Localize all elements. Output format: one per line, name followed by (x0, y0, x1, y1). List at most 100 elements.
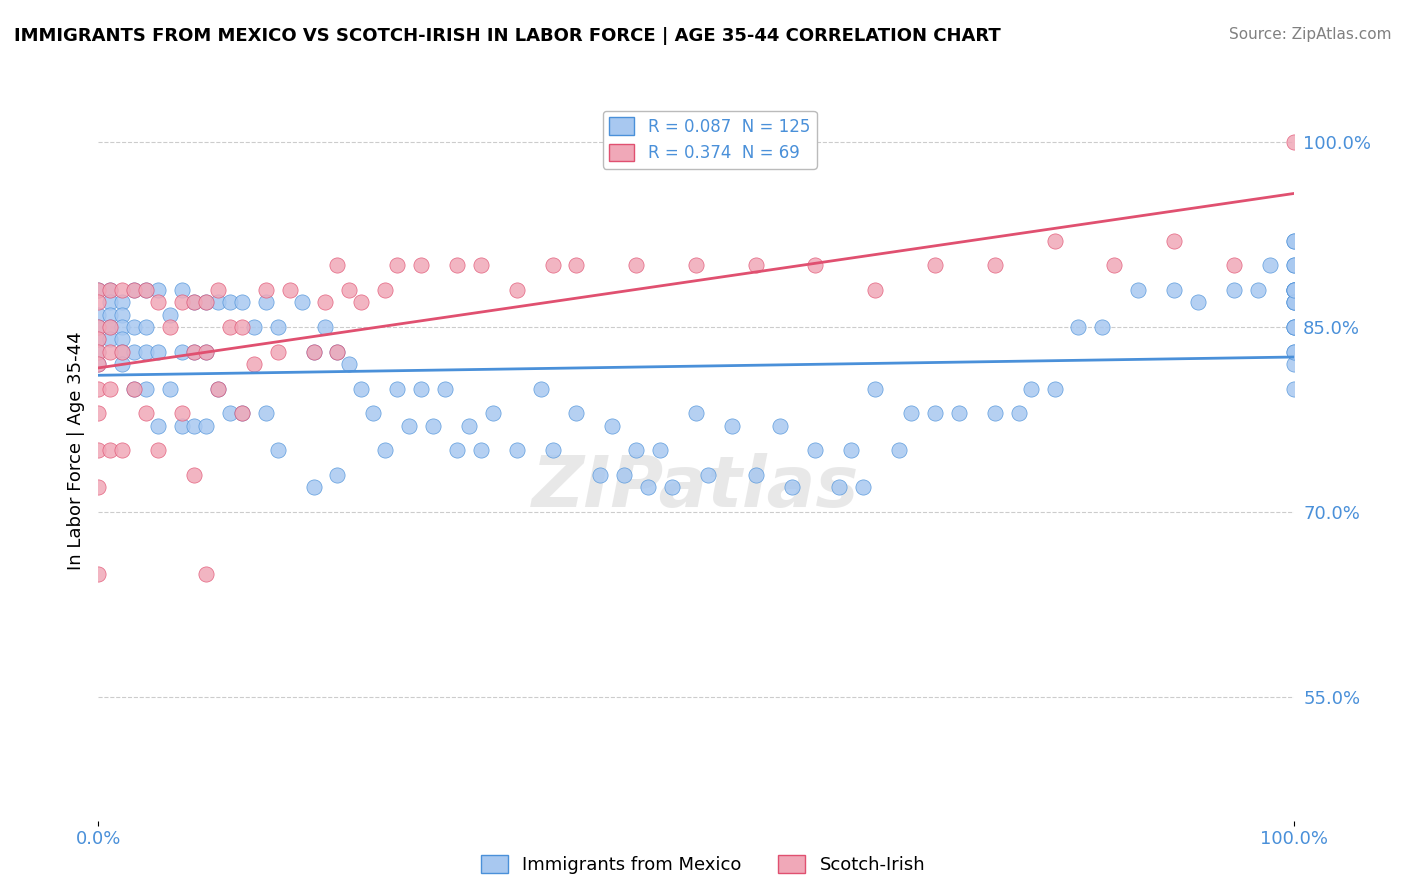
Point (458, 418, 481, 433)
Point (87, 295, 110, 310)
Point (195, 344, 218, 359)
Point (506, 283, 529, 297)
Point (1247, 283, 1270, 297)
Text: ZIPatlas: ZIPatlas (533, 453, 859, 522)
Point (626, 259, 648, 273)
Point (1282, 295, 1305, 310)
Point (1163, 283, 1185, 297)
Point (124, 320, 146, 334)
Point (207, 295, 229, 310)
Point (98, 283, 122, 297)
Point (852, 481, 875, 495)
Point (1282, 135, 1305, 149)
Point (135, 407, 157, 421)
Point (172, 344, 194, 359)
Point (1282, 283, 1305, 297)
Point (98, 295, 122, 310)
Point (87, 344, 110, 359)
Point (1043, 234, 1066, 248)
Point (87, 481, 110, 495)
Point (828, 481, 851, 495)
Point (87, 357, 110, 371)
Point (422, 418, 444, 433)
Point (602, 418, 624, 433)
Point (207, 283, 229, 297)
Point (470, 443, 492, 458)
Text: Source: ZipAtlas.com: Source: ZipAtlas.com (1229, 27, 1392, 42)
Point (231, 295, 253, 310)
Point (1008, 407, 1031, 421)
Point (385, 382, 409, 396)
Point (254, 407, 277, 421)
Point (1019, 382, 1042, 396)
Point (1223, 283, 1246, 297)
Point (1282, 320, 1305, 334)
Point (207, 382, 229, 396)
Point (481, 407, 505, 421)
Point (195, 295, 218, 310)
Point (339, 357, 361, 371)
Point (98, 320, 122, 334)
Point (1104, 259, 1126, 273)
Point (506, 443, 529, 458)
Point (900, 407, 922, 421)
Point (350, 295, 373, 310)
Point (87, 566, 110, 581)
Point (87, 443, 110, 458)
Point (87, 308, 110, 322)
Point (135, 320, 157, 334)
Point (865, 382, 887, 396)
Point (804, 443, 827, 458)
Point (148, 283, 170, 297)
Point (195, 344, 218, 359)
Point (745, 259, 768, 273)
Point (948, 407, 970, 421)
Point (721, 418, 744, 433)
Point (385, 259, 409, 273)
Point (637, 481, 659, 495)
Point (87, 333, 110, 347)
Legend: R = 0.087  N = 125, R = 0.374  N = 69: R = 0.087 N = 125, R = 0.374 N = 69 (603, 111, 817, 169)
Point (470, 259, 492, 273)
Point (98, 283, 122, 297)
Point (87, 382, 110, 396)
Point (1282, 382, 1305, 396)
Point (243, 357, 266, 371)
Point (98, 333, 122, 347)
Point (302, 344, 325, 359)
Point (1163, 234, 1185, 248)
Point (98, 320, 122, 334)
Point (135, 283, 157, 297)
Point (434, 382, 457, 396)
Point (98, 382, 122, 396)
Point (111, 320, 134, 334)
Point (302, 481, 325, 495)
Point (111, 344, 134, 359)
Point (804, 259, 827, 273)
Point (565, 259, 588, 273)
Point (267, 344, 290, 359)
Point (87, 283, 110, 297)
Point (984, 259, 1007, 273)
Point (745, 468, 768, 483)
Point (411, 382, 433, 396)
Point (231, 320, 253, 334)
Point (1223, 259, 1246, 273)
Point (326, 344, 349, 359)
Point (267, 443, 290, 458)
Point (326, 259, 349, 273)
Point (1128, 283, 1150, 297)
Point (111, 344, 134, 359)
Point (1282, 295, 1305, 310)
Point (1282, 344, 1305, 359)
Point (135, 382, 157, 396)
Point (302, 344, 325, 359)
Point (195, 418, 218, 433)
Point (87, 357, 110, 371)
Point (135, 344, 157, 359)
Point (231, 407, 253, 421)
Point (267, 320, 290, 334)
Point (291, 295, 314, 310)
Point (685, 259, 707, 273)
Point (1187, 295, 1209, 310)
